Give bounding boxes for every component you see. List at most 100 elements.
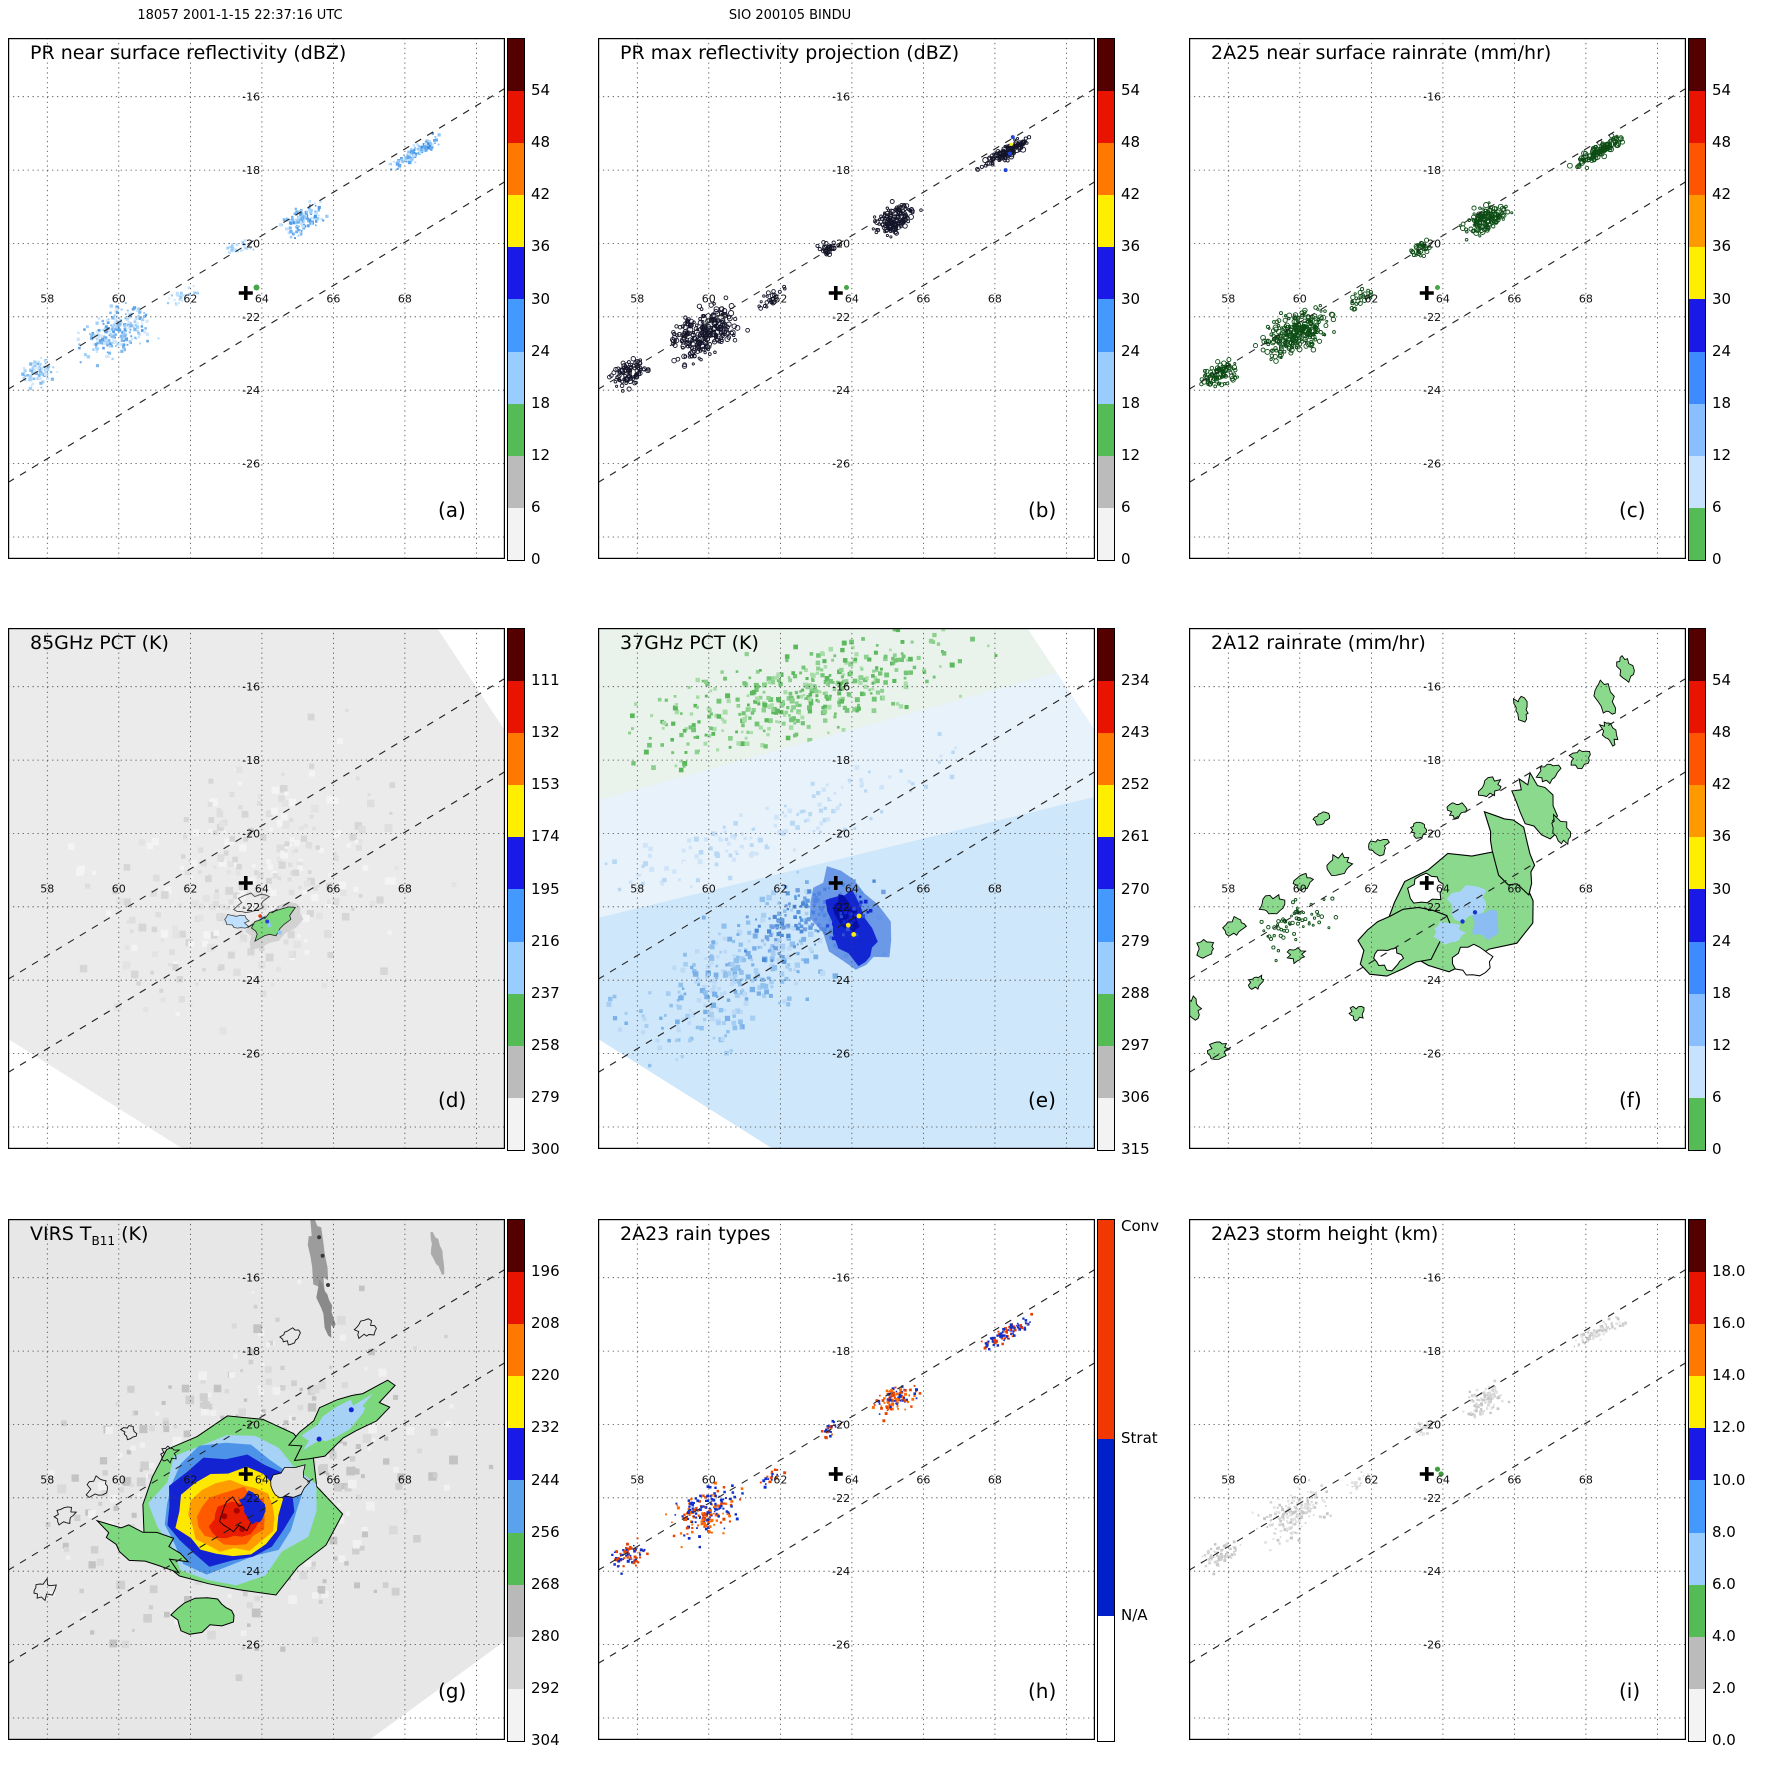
data-dot: [265, 919, 270, 924]
grid-labels: 58 60 62 64 66 68 -16 -18 -20 -22 -24 -26: [630, 91, 1002, 471]
data-dot: [1438, 1471, 1444, 1477]
panel-g: 58 60 62 64 66 68 -16 -18 -20 -22 -24 -26 VIRS TB11…: [0, 1181, 590, 1771]
data-blob: [279, 1327, 301, 1346]
colorbar-segment: [508, 1097, 524, 1150]
graticule: [1189, 1219, 1686, 1740]
lat-label: -20: [832, 1419, 850, 1432]
lon-label: 58: [630, 883, 644, 896]
speckle-field: [607, 356, 651, 393]
lat-label: -20: [832, 238, 850, 251]
graticule: [598, 38, 1095, 559]
map-frame: [8, 38, 505, 559]
lon-label: 60: [112, 293, 126, 306]
colorbar-segment: [508, 1045, 524, 1098]
colorbar-segment: [1689, 1428, 1705, 1481]
lat-label: -16: [832, 91, 850, 104]
data-blob: [1286, 946, 1307, 965]
lon-label: 64: [255, 1474, 269, 1487]
colorbar-labels: Conv Strat N/A: [1121, 1217, 1177, 1740]
colorbar-segment: [508, 1376, 524, 1429]
storm-center-cross-marker: [828, 285, 843, 300]
colorbar-segment: [508, 733, 524, 786]
colorbar: [507, 1219, 525, 1742]
data-blob: [224, 914, 250, 929]
lon-label: 64: [1436, 1474, 1450, 1487]
colorbar-segment: [1689, 1636, 1705, 1689]
colorbar-tick-label: 14.0: [1712, 1366, 1746, 1385]
colorbar-tick-label: 42: [1712, 775, 1732, 794]
speckle-field: [980, 1312, 1033, 1351]
lon-label: 58: [630, 293, 644, 306]
colorbar-tick-label: 54: [1712, 671, 1732, 690]
colorbar-segment: [1689, 785, 1705, 838]
map-background: [8, 38, 505, 559]
data-blob: [1535, 763, 1562, 785]
speckle-field: [1200, 1540, 1242, 1576]
grid-labels: 58 60 62 64 66 68 -16 -18 -20 -22 -24 -26: [40, 681, 412, 1061]
data-blob: [1451, 943, 1494, 977]
colorbar-segment: [508, 785, 524, 838]
colorbar: [1688, 38, 1706, 561]
speckle-field: [1349, 287, 1374, 312]
colorbar-labels: 54 48 42 36 30 24 18 12 6 0: [531, 38, 587, 568]
lon-label: 60: [1293, 883, 1307, 896]
lon-label: 66: [1507, 293, 1521, 306]
data-blob: [170, 1597, 235, 1635]
data-dot: [233, 1507, 240, 1514]
grid-labels: 58 60 62 64 66 68 -16 -18 -20 -22 -24 -26: [630, 1272, 1002, 1652]
colorbar: [1097, 1219, 1115, 1742]
colorbar-segment: [508, 681, 524, 734]
map-frame: [8, 628, 505, 1149]
colorbar-tick-label: 12: [1121, 445, 1141, 464]
lon-label: 64: [845, 293, 859, 306]
data-blob: [119, 1425, 138, 1441]
grid-labels: 58 60 62 64 66 68 -16 -18 -20 -22 -24 -26: [1221, 91, 1593, 471]
speckle-field: [1259, 896, 1339, 963]
colorbar-tick-label: 6.0: [1712, 1574, 1736, 1593]
data-blob: [1477, 776, 1502, 798]
colorbar-segment: [1098, 247, 1114, 300]
colorbar-segment: [508, 993, 524, 1046]
colorbar-tick-label: 288: [1121, 983, 1150, 1002]
speckle-field: [871, 1385, 922, 1423]
lat-label: -18: [1423, 754, 1441, 767]
colorbar-tick-label: 252: [1121, 775, 1150, 794]
lon-label: 60: [1293, 1474, 1307, 1487]
colorbar-segment-na: [1098, 1615, 1114, 1741]
colorbar-tick-label: 268: [531, 1574, 560, 1593]
lon-label: 62: [1364, 883, 1378, 896]
colorbar-segment: [1689, 733, 1705, 786]
colorbar-segment: [1098, 785, 1114, 838]
colorbar-tick-label: 36: [1712, 237, 1732, 256]
data-dot: [1010, 135, 1015, 140]
colorbar-segment: [1689, 195, 1705, 248]
lat-label: -20: [1423, 238, 1441, 251]
speckle-field: [759, 1468, 787, 1489]
data-dot: [253, 284, 260, 291]
colorbar-tick-label: 10.0: [1712, 1470, 1746, 1489]
colorbar-labels: 54 48 42 36 30 24 18 12 6 0: [1121, 38, 1177, 568]
speckle-field: [1409, 237, 1432, 259]
lon-label: 64: [845, 883, 859, 896]
panel-letter: (i): [1619, 1679, 1641, 1703]
speckle-field: [871, 199, 923, 239]
speckle-field: [1573, 1316, 1627, 1348]
colorbar-tick-label: 54: [1121, 81, 1141, 100]
data-dot: [851, 932, 857, 937]
lat-label: -20: [242, 238, 260, 251]
colorbar-tick-label: 216: [531, 931, 560, 950]
colorbar-tick-label: 42: [1712, 185, 1732, 204]
colorbar-segment: [1689, 351, 1705, 404]
colorbar-tick-label: 6: [1712, 497, 1722, 516]
colorbar-tick-label: 18: [1712, 393, 1732, 412]
colorbar-segment: [1098, 1045, 1114, 1098]
speckle-field: [226, 239, 255, 254]
panel-e: 58 60 62 64 66 68 -16 -18 -20 -22 -24 -26 37GHz PCT…: [590, 590, 1180, 1180]
colorbar-tick-label: 54: [1712, 81, 1732, 100]
colorbar-tick-label: 36: [1712, 827, 1732, 846]
lat-label: -18: [242, 164, 260, 177]
map-background: [598, 38, 1095, 559]
speckle-field: [76, 302, 160, 368]
colorbar-segment: [1689, 39, 1705, 92]
colorbar-segment: [508, 39, 524, 92]
